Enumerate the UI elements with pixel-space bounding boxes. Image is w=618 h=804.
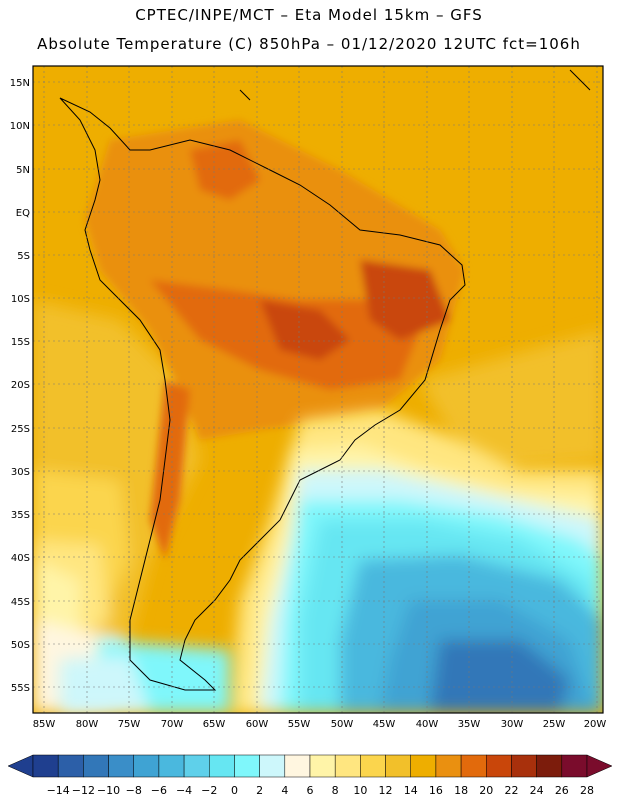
- colorbar-swatch: [435, 754, 462, 778]
- colorbar-tick-label: 22: [504, 784, 518, 797]
- lon-label: 20W: [584, 719, 607, 730]
- colorbar-swatch: [209, 754, 235, 778]
- colorbar-swatch: [385, 754, 411, 778]
- lat-label: 10N: [10, 121, 30, 132]
- graticule: [33, 66, 603, 713]
- lat-label: 55S: [11, 683, 30, 694]
- longitude-labels: 85W 80W 75W 70W 65W 60W 55W 50W 45W 40W …: [33, 719, 607, 730]
- lat-label: 15N: [10, 78, 30, 89]
- colorbar-swatch: [234, 754, 260, 778]
- colorbar-tick-label: 8: [332, 784, 339, 797]
- lon-label: 85W: [33, 719, 56, 730]
- colorbar-max-arrow: [586, 754, 613, 778]
- field-atlantic-14-16: [420, 330, 603, 470]
- colorbar-swatch: [410, 754, 437, 778]
- colorbar-swatch: [183, 754, 210, 778]
- lon-label: 45W: [373, 719, 396, 730]
- chart-title-line-1: CPTEC/INPE/MCT – Eta Model 15km – GFS: [135, 6, 483, 24]
- colorbar-tick-label: 0: [231, 784, 238, 797]
- colorbar-swatch: [32, 754, 59, 778]
- field-cold-core-minus10-minus8: [430, 640, 570, 713]
- colorbar-tick-label: −10: [97, 784, 120, 797]
- lon-label: 55W: [288, 719, 311, 730]
- colorbar-swatch: [334, 754, 361, 778]
- colorbar-tick-label: −14: [47, 784, 70, 797]
- lon-label: 70W: [161, 719, 184, 730]
- field-central-brazil-22-24: [260, 300, 350, 360]
- colorbar-tick-label: 16: [429, 784, 443, 797]
- colorbar: −14 −12 −10 −8 −6 −4 −2 0 2 4 6 8 10 12 14 16 18 20 22 24 26…: [7, 754, 613, 797]
- coastline: [59, 69, 591, 691]
- lat-label: 5S: [17, 251, 30, 262]
- temperature-field: [33, 66, 603, 713]
- lat-label: 40S: [11, 553, 30, 564]
- latitude-labels: 15N 10N 5N EQ 5S 10S 15S 20S 25S 30S 35S…: [10, 78, 30, 694]
- colorbar-tick-label: −8: [126, 784, 142, 797]
- lat-label: 50S: [11, 640, 30, 651]
- colorbar-tick-label: 2: [256, 784, 263, 797]
- colorbar-swatch: [133, 754, 160, 778]
- colorbar-swatch: [360, 754, 386, 778]
- colorbar-tick-label: 28: [580, 784, 594, 797]
- field-venezuela-20-22: [190, 140, 260, 200]
- lat-label: EQ: [16, 208, 30, 219]
- lon-label: 40W: [416, 719, 439, 730]
- colorbar-swatch: [57, 754, 84, 778]
- lon-label: 25W: [543, 719, 566, 730]
- colorbar-tick-label: 26: [555, 784, 569, 797]
- lat-label: 30S: [11, 467, 30, 478]
- colorbar-swatch: [561, 754, 588, 778]
- colorbar-tick-label: 10: [353, 784, 367, 797]
- colorbar-tick-label: −6: [151, 784, 167, 797]
- lat-label: 10S: [11, 294, 30, 305]
- field-northeast-brazil-22-24: [360, 260, 450, 340]
- lon-label: 30W: [501, 719, 524, 730]
- lon-label: 60W: [246, 719, 269, 730]
- colorbar-tick-label: −2: [201, 784, 217, 797]
- colorbar-swatch: [284, 754, 311, 778]
- lat-label: 20S: [11, 380, 30, 391]
- lon-label: 75W: [118, 719, 141, 730]
- colorbar-tick-label: 14: [404, 784, 418, 797]
- lat-label: 15S: [11, 337, 30, 348]
- colorbar-tick-label: 12: [379, 784, 393, 797]
- colorbar-tick-label: −12: [72, 784, 95, 797]
- colorbar-swatch: [259, 754, 286, 778]
- colorbar-swatch: [536, 754, 563, 778]
- colorbar-swatch: [83, 754, 109, 778]
- lat-label: 45S: [11, 597, 30, 608]
- colorbar-swatch: [511, 754, 537, 778]
- colorbar-tick-label: 24: [530, 784, 544, 797]
- colorbar-tick-label: 4: [281, 784, 288, 797]
- colorbar-tick-label: 18: [454, 784, 468, 797]
- lat-label: 5N: [16, 165, 30, 176]
- lat-label: 25S: [11, 424, 30, 435]
- field-andes-20-22: [150, 380, 190, 560]
- colorbar-swatch: [108, 754, 134, 778]
- colorbar-tick-label: 20: [479, 784, 493, 797]
- lon-label: 35W: [458, 719, 481, 730]
- chart-title-line-2: Absolute Temperature (C) 850hPa – 01/12/…: [37, 35, 581, 53]
- colorbar-swatch: [309, 754, 336, 778]
- field-patagonia-4-6: [60, 655, 150, 713]
- map-frame: [32, 65, 604, 714]
- lon-label: 50W: [331, 719, 354, 730]
- lat-label: 35S: [11, 510, 30, 521]
- lon-label: 80W: [76, 719, 99, 730]
- colorbar-tick-label: 6: [307, 784, 314, 797]
- colorbar-swatch: [158, 754, 185, 778]
- colorbar-swatch: [486, 754, 512, 778]
- colorbar-tick-label: −4: [176, 784, 192, 797]
- colorbar-min-arrow: [7, 754, 34, 778]
- colorbar-swatch: [460, 754, 487, 778]
- lon-label: 65W: [203, 719, 226, 730]
